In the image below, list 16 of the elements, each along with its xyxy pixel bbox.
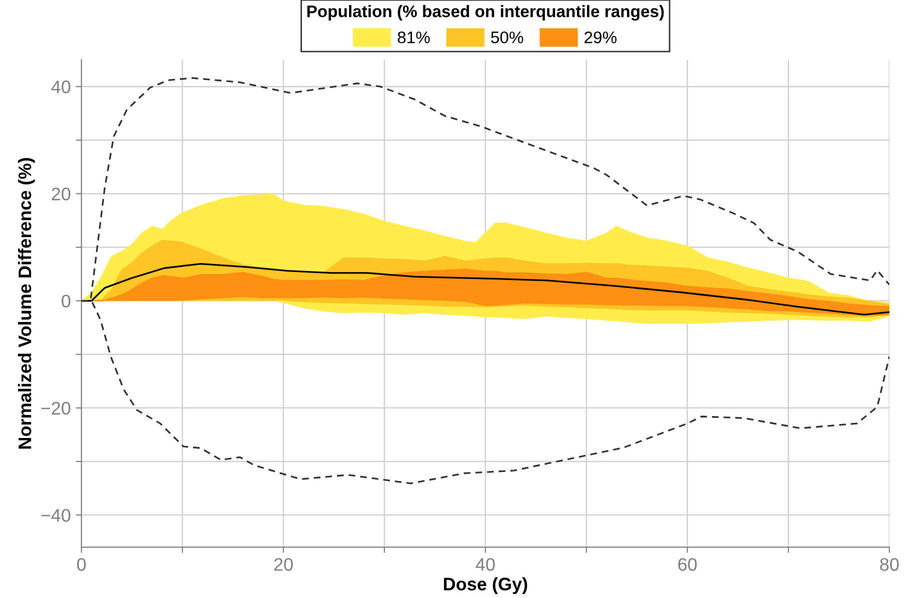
y-tick-label: −40 <box>41 508 70 522</box>
x-axis-title: Dose (Gy) <box>444 577 528 594</box>
x-tick-label: 20 <box>274 558 293 571</box>
y-tick-label: 20 <box>52 188 70 200</box>
legend-label: 81% <box>398 31 430 44</box>
x-tick-label: 40 <box>476 558 495 571</box>
y-tick-label: 40 <box>51 80 70 94</box>
y-axis-title: Normalized Volume Difference (%) <box>18 158 35 449</box>
y-tick-label: −20 <box>41 402 70 415</box>
legend-label: 50% <box>491 31 524 44</box>
legend-title: Population (% based on interquantile ranges) <box>307 5 664 21</box>
x-tick-label: 60 <box>678 558 697 571</box>
x-tick-label: 80 <box>880 558 899 571</box>
y-tick-label: 0 <box>62 294 70 308</box>
legend-label: 29% <box>584 31 617 44</box>
x-tick-label: 0 <box>77 558 86 571</box>
